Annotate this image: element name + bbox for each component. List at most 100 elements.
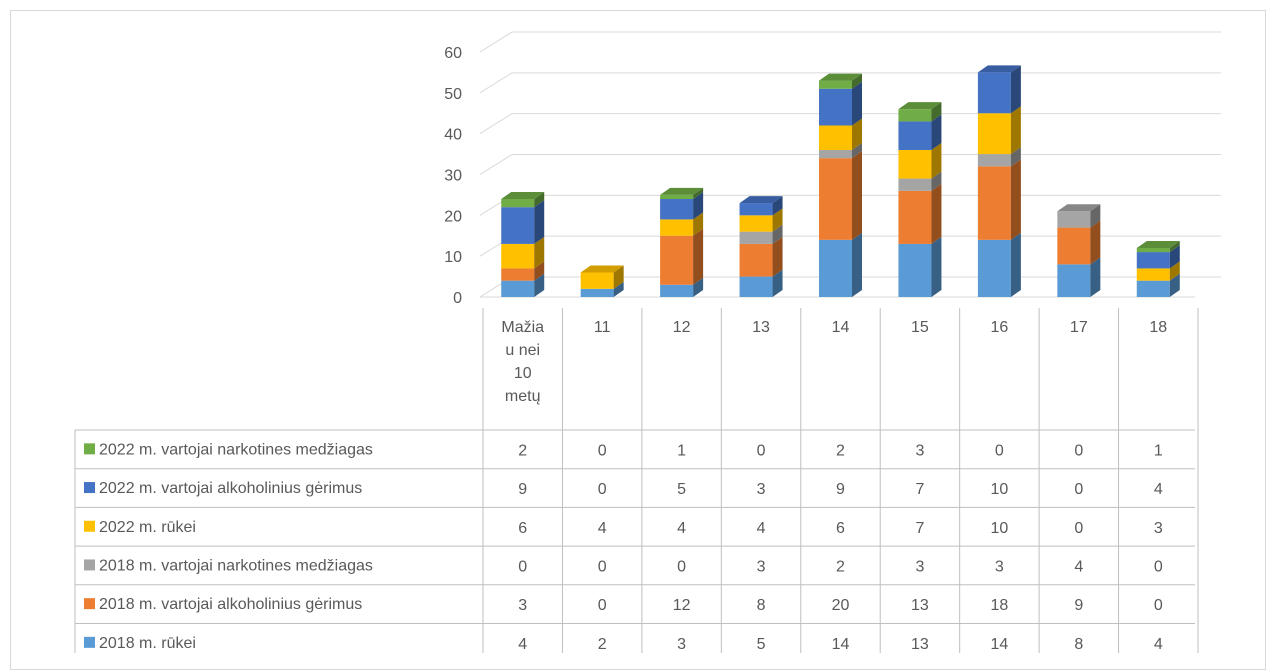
legend-swatch xyxy=(84,559,95,571)
category-label: 13 xyxy=(752,319,770,336)
bar-top xyxy=(1136,241,1180,248)
bar-front xyxy=(819,125,852,150)
bar-segment xyxy=(660,277,704,297)
bar-segment xyxy=(501,273,545,297)
table-cell: 6 xyxy=(518,520,527,537)
bar-side xyxy=(931,236,942,297)
table-cell: 3 xyxy=(995,558,1004,575)
bar-front xyxy=(819,239,852,297)
legend-label: 2022 m. vartojai narkotines medžiagas xyxy=(99,441,373,458)
bar-top xyxy=(739,196,783,204)
bar-side xyxy=(534,192,545,208)
bar-front xyxy=(1136,252,1170,269)
y-tick-label: 30 xyxy=(444,168,462,185)
bar-front xyxy=(977,166,1011,240)
category-label: 15 xyxy=(911,319,929,336)
table-cell: 3 xyxy=(915,442,924,459)
bar-segment xyxy=(898,171,942,191)
bar-side xyxy=(772,269,783,297)
bar-front xyxy=(898,150,932,179)
bar-front xyxy=(660,219,694,236)
y-tick-label: 0 xyxy=(453,290,462,307)
legend-label: 2018 m. rūkei xyxy=(99,635,196,652)
legend-swatch xyxy=(84,520,95,532)
bar-top xyxy=(580,265,624,273)
table-cell: 0 xyxy=(1154,597,1163,614)
table-cell: 14 xyxy=(832,636,850,653)
category-label: 12 xyxy=(673,319,691,336)
table-cell: 3 xyxy=(757,481,766,498)
bar-segment xyxy=(501,236,545,269)
bar-side xyxy=(852,232,862,297)
table-cell: 0 xyxy=(995,442,1004,459)
bar-segment xyxy=(501,192,545,208)
bar-side xyxy=(613,281,624,297)
category-label: 14 xyxy=(832,319,850,336)
bar-side xyxy=(534,200,545,244)
table-cell: 7 xyxy=(915,520,924,537)
table-cell: 14 xyxy=(990,636,1008,653)
bar-segment xyxy=(660,228,704,285)
bar-side xyxy=(1169,273,1180,297)
bar-segment xyxy=(660,187,704,199)
bar-segment xyxy=(819,81,862,126)
category-label: u nei xyxy=(505,342,540,359)
bar-segment xyxy=(819,118,862,150)
bar-top xyxy=(501,192,545,199)
bar-side xyxy=(931,183,942,244)
bar-side xyxy=(534,273,545,297)
table-cell: 4 xyxy=(598,520,607,537)
y-tick-label: 60 xyxy=(444,45,462,62)
bar-front xyxy=(501,199,535,208)
bar-side xyxy=(931,143,942,179)
bar-front xyxy=(1057,264,1091,297)
table-cell: 9 xyxy=(836,481,845,498)
gridline-diag xyxy=(479,72,513,94)
bar-top xyxy=(819,73,862,81)
table-cell: 4 xyxy=(757,520,766,537)
bar-segment xyxy=(819,73,862,89)
table-cell: 8 xyxy=(1074,636,1083,653)
legend-swatch xyxy=(84,598,95,610)
table-cell: 4 xyxy=(1154,636,1163,653)
bar-top xyxy=(660,187,704,195)
bar-front xyxy=(501,243,535,269)
bar-front xyxy=(501,268,535,281)
table-cell: 5 xyxy=(757,636,766,653)
category-label: 17 xyxy=(1070,319,1088,336)
table-cell: 0 xyxy=(1074,442,1083,459)
table-cell: 0 xyxy=(677,558,686,575)
bar-front xyxy=(580,272,614,289)
legend-label: 2018 m. vartojai alkoholinius gėrimus xyxy=(99,596,362,613)
bar-front xyxy=(819,88,852,126)
category-label: metų xyxy=(505,388,541,405)
table-cell: 10 xyxy=(990,520,1008,537)
legend-swatch xyxy=(84,636,95,648)
table-cell: 7 xyxy=(915,481,924,498)
bar-front xyxy=(977,239,1011,297)
table-cell: 9 xyxy=(1074,597,1083,614)
bar-front xyxy=(977,154,1011,167)
bar-side xyxy=(852,151,862,240)
bar-side xyxy=(852,118,862,150)
bar-segment xyxy=(898,236,942,297)
bar-top xyxy=(977,65,1021,73)
bar-front xyxy=(739,276,773,297)
table-cell: 0 xyxy=(598,481,607,498)
bar-side xyxy=(693,212,704,236)
table-cell: 0 xyxy=(1074,520,1083,537)
bar-side xyxy=(1169,261,1180,281)
bar-segment xyxy=(1057,220,1101,265)
gridline-diag xyxy=(479,154,513,175)
bar-front xyxy=(977,113,1011,155)
bar-segment xyxy=(977,147,1021,167)
bar-side xyxy=(772,224,783,244)
table-cell: 1 xyxy=(1154,442,1163,459)
table-cell: 3 xyxy=(518,597,527,614)
bar-side xyxy=(693,192,704,220)
bar-side xyxy=(1090,220,1101,265)
table-cell: 2 xyxy=(598,636,607,653)
table-cell: 5 xyxy=(677,481,686,498)
bar-side xyxy=(772,236,783,277)
bar-front xyxy=(1136,280,1170,297)
